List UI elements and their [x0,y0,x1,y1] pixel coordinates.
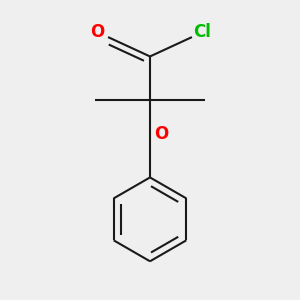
Text: O: O [154,125,168,143]
Text: Cl: Cl [194,23,211,41]
Text: O: O [90,23,104,41]
